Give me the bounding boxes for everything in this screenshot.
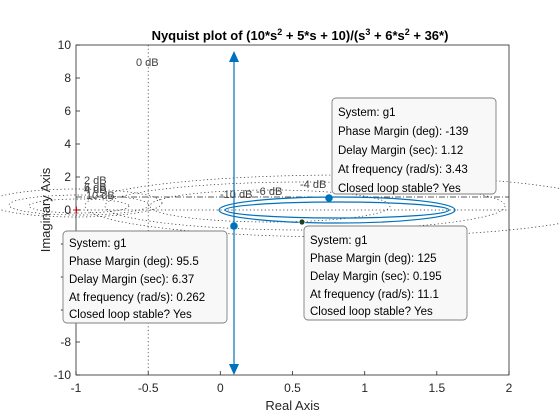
x-tick-label: 0.5 xyxy=(284,381,301,395)
datatip-3[interactable]: System: g1 Phase Margin (deg): 125 Delay… xyxy=(303,225,468,321)
grid-label-neg10db: -10 dB xyxy=(220,189,252,201)
datatip-line: Delay Margin (sec): 1.12 xyxy=(338,145,463,157)
nyquist-curve xyxy=(218,53,456,370)
datatip-line: System: g1 xyxy=(310,235,368,247)
datatip-marker-1[interactable] xyxy=(325,194,333,202)
grid-label-10db: 10 dB xyxy=(86,190,115,202)
datatip-line: At frequency (rad/s): 11.1 xyxy=(310,289,439,301)
grid-label-neg4db: -4 dB xyxy=(300,179,326,191)
datatip-marker-3[interactable] xyxy=(298,218,306,226)
datatip-line: At frequency (rad/s): 3.43 xyxy=(338,164,468,176)
curve-loop-outer xyxy=(218,196,456,224)
grid-label-0db: 0 dB xyxy=(136,57,159,69)
curve-loop-inner xyxy=(224,201,450,219)
datatip-line: Delay Margin (sec): 6.37 xyxy=(69,274,194,286)
datatip-line: Closed loop stable? Yes xyxy=(69,309,192,321)
datatip-2[interactable]: System: g1 Phase Margin (deg): 95.5 Dela… xyxy=(62,230,228,324)
datatip-marker-2[interactable] xyxy=(230,222,238,230)
y-tick-label: 8 xyxy=(64,71,71,85)
datatip-line: Closed loop stable? Yes xyxy=(338,183,461,195)
curve-arrow-top xyxy=(229,51,239,62)
m-circle-m6 xyxy=(28,198,130,214)
x-axis-label: Real Axis xyxy=(265,398,320,413)
datatip-line: System: g1 xyxy=(338,107,396,119)
datatip-line: Phase Margin (deg): -139 xyxy=(338,126,468,138)
grid-label-6db: 6 dB xyxy=(84,182,107,194)
y-axis-label: Imaginary Axis xyxy=(38,167,53,252)
x-tick-label: -0.5 xyxy=(138,381,159,395)
x-tick-label: 0 xyxy=(217,381,224,395)
datatip-box xyxy=(62,230,228,324)
grid-label-4db: 4 dB xyxy=(84,184,107,196)
chart-title: Nyquist plot of (10*s2 + 5*s + 10)/(s3 +… xyxy=(152,27,449,43)
plot-area xyxy=(75,44,510,376)
x-tick-labels: -1 -0.5 0 0.5 1 1.5 2 xyxy=(71,381,513,395)
m-circle-m2 xyxy=(0,188,163,218)
y-tick-labels: 10 8 6 4 2 0 -2 -4 -6 -8 -10 xyxy=(54,38,72,382)
x-tick-label: 1 xyxy=(361,381,368,395)
grid-label-2db: 2 dB xyxy=(84,175,107,187)
curve-arrow-bottom xyxy=(229,364,239,375)
datatip-1[interactable]: System: g1 Phase Margin (deg): -139 Dela… xyxy=(331,97,497,195)
y-tick-label: 4 xyxy=(64,137,71,151)
datatip-box xyxy=(331,97,497,195)
datatip-line: At frequency (rad/s): 0.262 xyxy=(69,292,205,304)
m-circle-m4 xyxy=(8,194,150,216)
x-tick-label: 1.5 xyxy=(428,381,445,395)
datatip-line: Delay Margin (sec): 0.195 xyxy=(310,271,442,283)
y-tick-label: -8 xyxy=(60,335,71,349)
m-circle-n10 xyxy=(149,189,391,223)
y-tick-label: 2 xyxy=(64,170,71,184)
y-tick-label: -10 xyxy=(54,368,72,382)
datatip-line: Closed loop stable? Yes xyxy=(310,306,433,318)
datatip-line: Phase Margin (deg): 95.5 xyxy=(69,256,199,268)
y-tick-label: 6 xyxy=(64,104,71,118)
datatip-box xyxy=(303,225,468,321)
grid-label-neg6db: -6 dB xyxy=(256,186,282,198)
y-tick-label: 10 xyxy=(58,38,72,52)
datatip-line: Phase Margin (deg): 125 xyxy=(310,253,437,265)
x-tick-label: 2 xyxy=(506,381,513,395)
datatip-line: System: g1 xyxy=(69,238,127,250)
x-tick-label: -1 xyxy=(71,381,82,395)
y-tick-label: 0 xyxy=(64,203,71,217)
x-axis-ticks xyxy=(75,371,510,375)
